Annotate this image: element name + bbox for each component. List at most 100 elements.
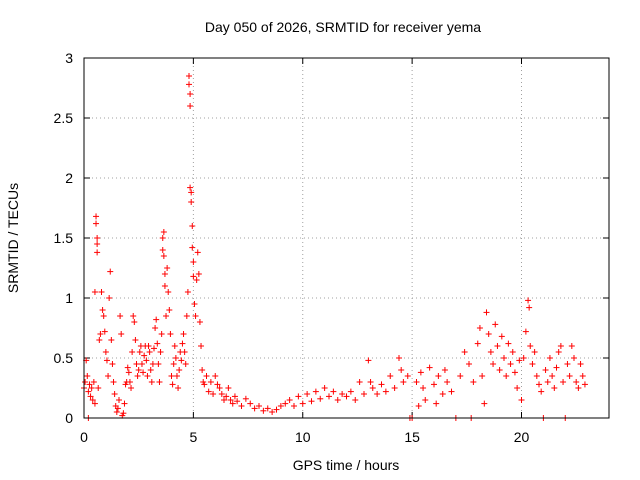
data-point bbox=[374, 391, 381, 397]
data-point bbox=[538, 388, 545, 395]
data-point bbox=[171, 343, 178, 349]
data-point bbox=[164, 265, 171, 271]
data-point bbox=[498, 333, 505, 340]
data-point bbox=[149, 361, 156, 367]
data-point bbox=[400, 379, 407, 385]
data-point bbox=[85, 388, 92, 395]
data-point bbox=[84, 373, 91, 379]
data-point bbox=[378, 381, 385, 388]
data-point bbox=[229, 400, 236, 407]
data-point bbox=[170, 361, 177, 367]
data-point bbox=[89, 397, 96, 403]
data-point bbox=[187, 184, 194, 191]
data-point bbox=[161, 271, 168, 277]
data-point bbox=[103, 357, 110, 364]
axes: 0 0.5 1 1.5 2 2.5 3 0 5 10 15 20 bbox=[54, 50, 609, 445]
data-point bbox=[566, 373, 573, 379]
data-point bbox=[231, 393, 238, 400]
data-point bbox=[415, 403, 422, 409]
data-point bbox=[387, 373, 394, 379]
data-point bbox=[159, 247, 166, 253]
data-point bbox=[195, 271, 202, 277]
data-point bbox=[330, 388, 337, 395]
data-point bbox=[218, 391, 225, 397]
data-point bbox=[485, 331, 492, 337]
data-point bbox=[433, 400, 440, 407]
data-point bbox=[98, 289, 105, 295]
data-point bbox=[151, 345, 157, 352]
data-point bbox=[507, 361, 514, 367]
data-point bbox=[511, 369, 518, 376]
data-point bbox=[82, 379, 89, 385]
data-point bbox=[133, 361, 140, 367]
data-point bbox=[431, 381, 437, 388]
data-point bbox=[173, 373, 180, 379]
data-point bbox=[291, 403, 297, 409]
data-point bbox=[145, 343, 152, 349]
data-point bbox=[444, 379, 451, 385]
data-point bbox=[420, 385, 427, 391]
data-point bbox=[417, 369, 424, 376]
chart-title: Day 050 of 2026, SRMTID for receiver yem… bbox=[205, 19, 481, 35]
data-point bbox=[334, 397, 341, 403]
data-point bbox=[188, 199, 195, 205]
data-point bbox=[505, 340, 512, 347]
data-point bbox=[509, 349, 516, 355]
data-point bbox=[111, 391, 118, 397]
data-point bbox=[153, 316, 160, 323]
data-point bbox=[573, 379, 580, 385]
data-point bbox=[113, 409, 120, 415]
data-point bbox=[221, 397, 227, 403]
data-point bbox=[199, 367, 206, 373]
data-point bbox=[426, 364, 433, 371]
data-point bbox=[542, 367, 549, 373]
data-point bbox=[339, 391, 346, 397]
data-point bbox=[96, 337, 103, 343]
data-point bbox=[192, 313, 199, 319]
data-point bbox=[94, 249, 101, 256]
data-point bbox=[466, 361, 472, 367]
data-point bbox=[227, 397, 234, 403]
data-point bbox=[413, 379, 420, 385]
x-tick-label: 5 bbox=[189, 429, 197, 445]
data-point bbox=[97, 331, 104, 337]
data-point bbox=[87, 393, 94, 400]
data-point bbox=[167, 331, 174, 337]
data-point bbox=[422, 397, 429, 403]
data-point bbox=[134, 373, 141, 379]
data-point bbox=[175, 385, 182, 391]
y-tick-label: 0 bbox=[65, 410, 73, 426]
data-point bbox=[214, 381, 221, 388]
data-point bbox=[299, 400, 306, 407]
data-point bbox=[487, 349, 494, 355]
x-axis-label: GPS time / hours bbox=[293, 457, 400, 473]
data-point bbox=[141, 352, 148, 359]
data-point bbox=[152, 325, 159, 331]
data-point bbox=[130, 313, 137, 319]
data-point bbox=[269, 409, 276, 415]
data-point bbox=[193, 277, 200, 283]
data-point bbox=[457, 373, 464, 379]
data-point bbox=[179, 340, 186, 347]
y-tick-label: 1.5 bbox=[54, 230, 74, 246]
data-point bbox=[533, 373, 540, 379]
data-point bbox=[181, 349, 188, 355]
data-point bbox=[165, 289, 172, 295]
data-point bbox=[114, 405, 121, 412]
data-point bbox=[191, 301, 198, 307]
data-points bbox=[81, 73, 588, 421]
data-point bbox=[108, 337, 115, 343]
data-point bbox=[476, 325, 483, 331]
data-point bbox=[128, 385, 135, 391]
x-tick-label: 20 bbox=[514, 429, 530, 445]
data-point bbox=[102, 349, 109, 355]
data-point bbox=[501, 355, 507, 361]
data-point bbox=[91, 289, 98, 295]
data-point bbox=[347, 388, 354, 395]
data-point bbox=[461, 349, 468, 355]
data-point bbox=[161, 283, 168, 289]
data-point bbox=[201, 381, 208, 388]
data-point bbox=[520, 355, 527, 361]
data-point bbox=[198, 343, 205, 349]
data-point bbox=[223, 393, 230, 400]
